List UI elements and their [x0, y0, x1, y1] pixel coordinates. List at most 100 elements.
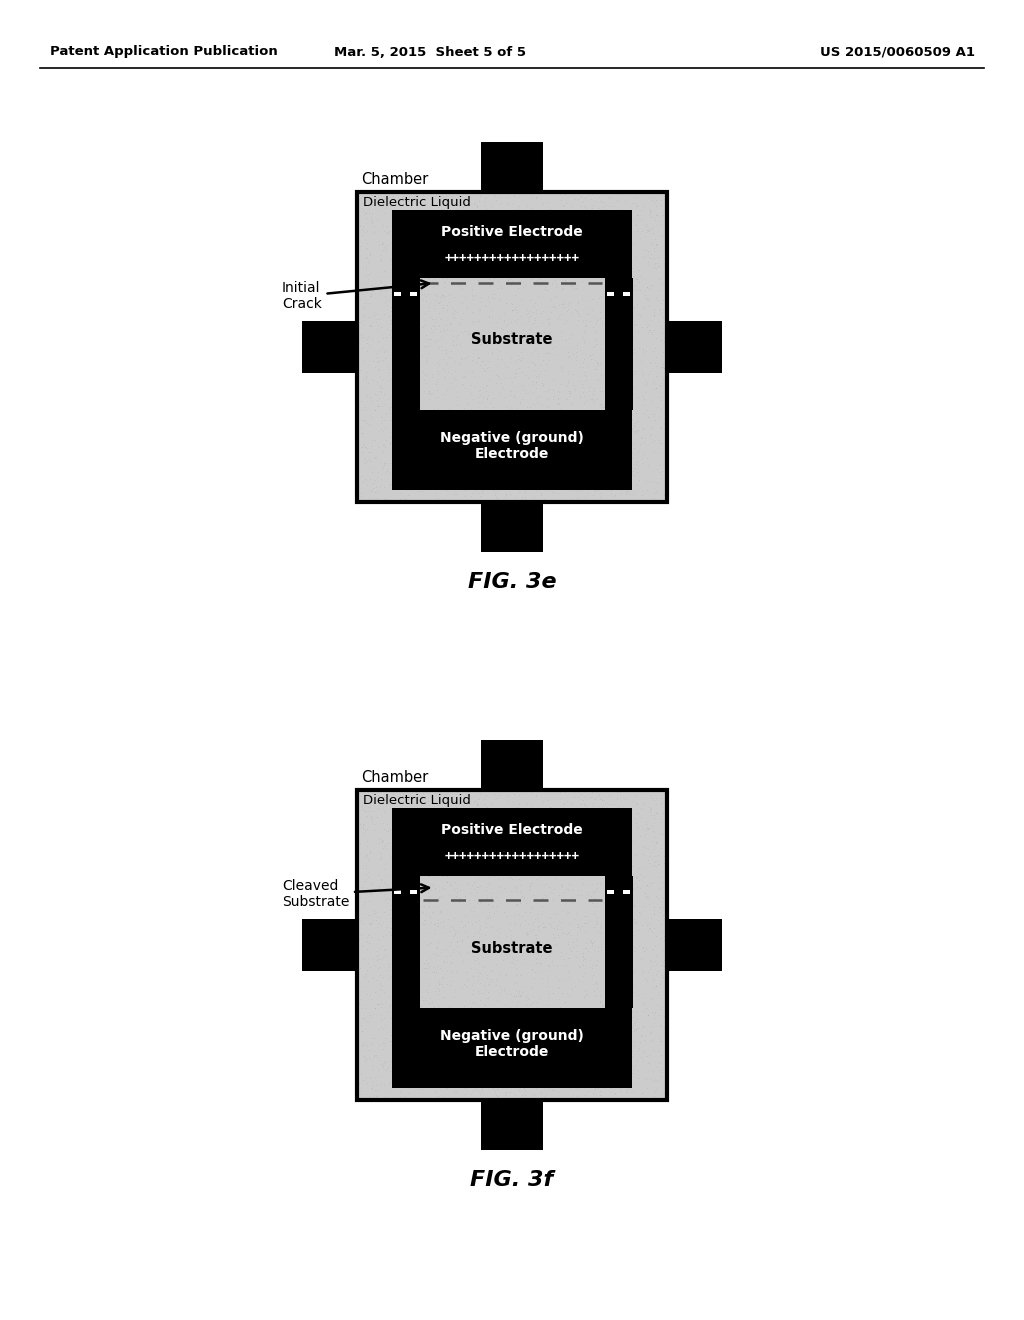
Point — [564, 471, 581, 492]
Point — [591, 908, 607, 929]
Point — [444, 263, 461, 284]
Point — [381, 1073, 397, 1094]
Point — [552, 215, 568, 236]
Point — [548, 273, 564, 294]
Point — [555, 471, 571, 492]
Point — [424, 378, 440, 399]
Point — [484, 1053, 501, 1074]
Point — [462, 861, 478, 882]
Point — [362, 882, 379, 903]
Point — [559, 983, 575, 1005]
Point — [642, 275, 658, 296]
Point — [628, 793, 644, 814]
Point — [496, 993, 512, 1014]
Point — [420, 292, 436, 313]
Point — [436, 285, 453, 306]
Point — [635, 339, 651, 360]
Point — [362, 285, 379, 306]
Point — [389, 890, 406, 911]
Point — [563, 983, 580, 1005]
Point — [497, 952, 513, 973]
Point — [646, 352, 663, 374]
Point — [459, 908, 475, 929]
Point — [621, 368, 637, 389]
Point — [364, 1077, 380, 1098]
Point — [433, 858, 450, 879]
Point — [504, 946, 520, 968]
Point — [359, 931, 376, 952]
Point — [437, 436, 454, 457]
Point — [645, 1085, 662, 1106]
Point — [437, 259, 454, 280]
Point — [378, 820, 394, 841]
Point — [647, 850, 664, 871]
Point — [392, 865, 409, 886]
Point — [364, 800, 380, 821]
Point — [636, 260, 652, 281]
Point — [431, 292, 447, 313]
Point — [383, 809, 399, 830]
Point — [472, 849, 488, 870]
Point — [468, 195, 484, 216]
Point — [468, 206, 484, 227]
Point — [425, 359, 441, 380]
Point — [532, 483, 549, 504]
Point — [601, 972, 617, 993]
Point — [384, 388, 400, 409]
Point — [557, 958, 573, 979]
Point — [578, 315, 594, 337]
Point — [581, 940, 597, 961]
Point — [566, 945, 583, 966]
Point — [643, 950, 659, 972]
Point — [656, 956, 673, 977]
Point — [426, 962, 442, 983]
Point — [540, 994, 556, 1015]
Point — [458, 326, 474, 347]
Point — [388, 384, 404, 405]
Point — [404, 843, 421, 865]
Point — [502, 399, 518, 420]
Point — [509, 301, 525, 322]
Point — [446, 482, 463, 503]
Point — [617, 271, 634, 292]
Point — [421, 429, 437, 450]
Point — [653, 1059, 670, 1080]
Point — [438, 979, 455, 1001]
Point — [493, 962, 509, 983]
Point — [605, 203, 622, 224]
Point — [426, 1027, 442, 1048]
Point — [598, 870, 614, 891]
Point — [641, 470, 657, 491]
Point — [647, 975, 664, 997]
Point — [637, 285, 653, 306]
Point — [354, 224, 371, 246]
Point — [434, 413, 451, 434]
Text: Patent Application Publication: Patent Application Publication — [50, 45, 278, 58]
Point — [510, 923, 526, 944]
Point — [654, 954, 671, 975]
Point — [612, 1063, 629, 1084]
Point — [656, 201, 673, 222]
Point — [541, 251, 557, 272]
Point — [413, 878, 429, 899]
Point — [392, 364, 409, 385]
Point — [487, 968, 504, 989]
Point — [426, 960, 442, 981]
Point — [400, 190, 417, 211]
Point — [429, 297, 445, 318]
Point — [364, 781, 380, 803]
Point — [543, 209, 559, 230]
Point — [598, 983, 614, 1005]
Point — [489, 900, 506, 921]
Point — [451, 267, 467, 288]
Point — [496, 458, 512, 479]
Point — [624, 902, 640, 923]
Point — [545, 482, 561, 503]
Point — [457, 441, 473, 462]
Point — [492, 799, 508, 820]
Point — [639, 289, 655, 310]
Point — [506, 228, 522, 249]
Point — [365, 1078, 381, 1100]
Point — [545, 987, 561, 1008]
Point — [521, 936, 538, 957]
